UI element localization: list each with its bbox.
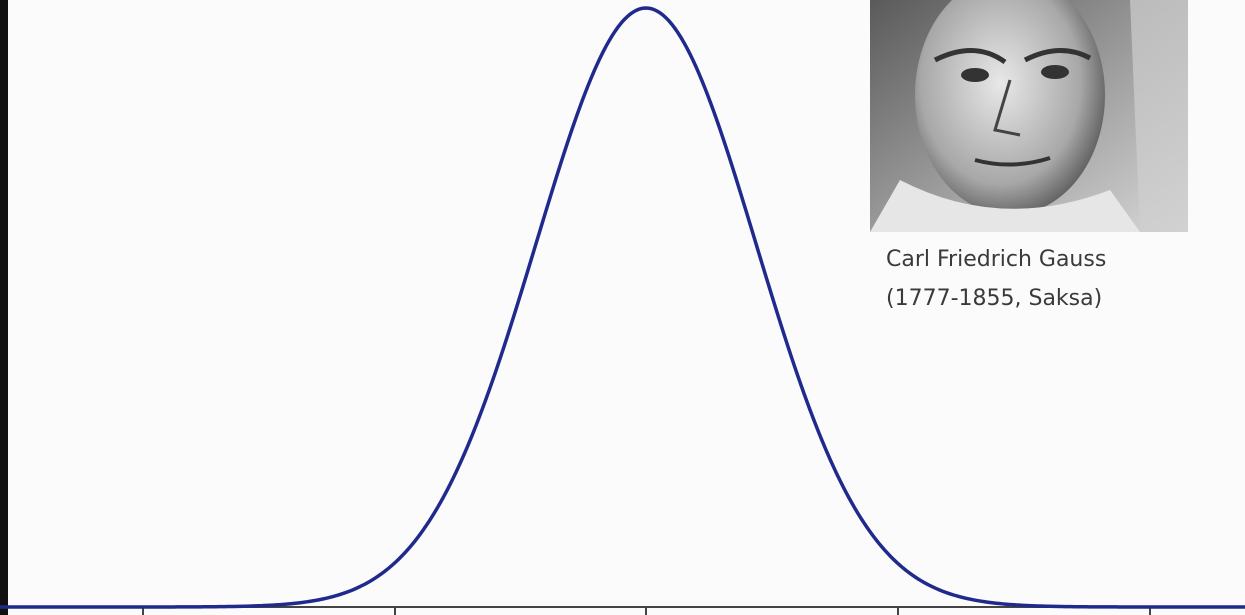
portrait-face [915,0,1105,215]
portrait-hatching [1130,0,1188,232]
bell-curve [0,6,1245,609]
caption-dates: (1777-1855, Saksa) [886,286,1102,311]
left-edge [0,0,8,615]
portrait-eye [1041,65,1069,79]
caption-name: Carl Friedrich Gauss [886,247,1106,272]
portrait-collar [870,180,1140,232]
portrait-nose [993,79,1021,137]
portrait-eye [961,68,989,82]
portrait-brow [933,48,1007,65]
portrait [870,0,1188,232]
portrait-brow [1023,47,1092,63]
portrait-mouth [974,156,1051,167]
